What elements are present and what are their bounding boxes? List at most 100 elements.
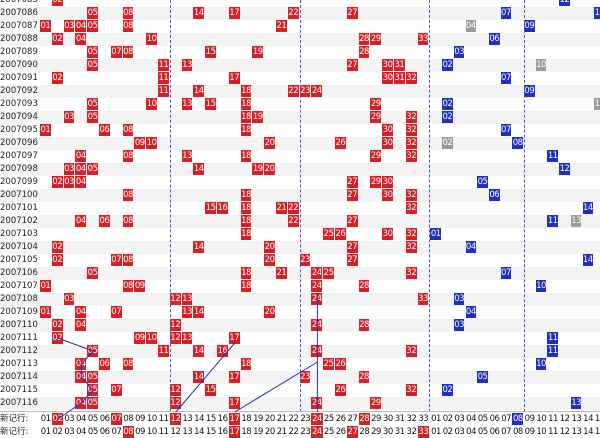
blue-number-picker[interactable]: 02 bbox=[442, 414, 453, 424]
red-number-picker[interactable]: 22 bbox=[288, 427, 299, 437]
red-number-picker[interactable]: 32 bbox=[406, 427, 417, 437]
blue-number-picker[interactable]: 13 bbox=[571, 414, 582, 424]
red-number-picker[interactable]: 30 bbox=[382, 427, 393, 437]
blue-number-picker[interactable]: 01 bbox=[431, 414, 441, 424]
red-ball: 02 bbox=[51, 254, 63, 266]
red-number-picker[interactable]: 10 bbox=[146, 414, 157, 424]
red-number-picker[interactable]: 07 bbox=[111, 427, 122, 437]
red-number-picker[interactable]: 17 bbox=[228, 413, 241, 425]
red-number-picker[interactable]: 06 bbox=[99, 414, 110, 424]
red-number-picker[interactable]: 03 bbox=[64, 414, 75, 424]
blue-number-picker[interactable]: 08 bbox=[512, 427, 523, 437]
red-number-picker[interactable]: 18 bbox=[241, 414, 252, 424]
blue-number-picker[interactable]: 14 bbox=[583, 427, 593, 437]
red-number-picker[interactable]: 29 bbox=[371, 414, 381, 424]
red-number-picker[interactable]: 27 bbox=[346, 426, 359, 438]
red-number-picker[interactable]: 17 bbox=[228, 426, 241, 438]
red-number-picker[interactable]: 30 bbox=[382, 414, 393, 424]
blue-number-picker[interactable]: 15 bbox=[594, 414, 600, 424]
red-number-picker[interactable]: 12 bbox=[170, 427, 181, 437]
blue-number-picker[interactable]: 01 bbox=[431, 427, 441, 437]
red-number-picker[interactable]: 19 bbox=[253, 414, 263, 424]
blue-number-picker[interactable]: 12 bbox=[559, 414, 570, 424]
blue-number-picker[interactable]: 07 bbox=[501, 427, 512, 437]
blue-number-picker[interactable]: 07 bbox=[501, 414, 512, 424]
red-number-picker[interactable]: 12 bbox=[169, 413, 182, 425]
red-number-picker[interactable]: 23 bbox=[300, 427, 311, 437]
red-number-picker[interactable]: 31 bbox=[394, 427, 405, 437]
red-number-picker[interactable]: 14 bbox=[194, 427, 204, 437]
red-number-picker[interactable]: 08 bbox=[122, 426, 134, 438]
red-number-picker[interactable]: 27 bbox=[347, 414, 358, 424]
red-number-picker[interactable]: 20 bbox=[264, 427, 275, 437]
red-number-picker[interactable]: 28 bbox=[358, 413, 370, 425]
red-number-picker[interactable]: 13 bbox=[182, 427, 193, 437]
blue-number-picker[interactable]: 03 bbox=[454, 414, 465, 424]
blue-number-picker[interactable]: 11 bbox=[548, 414, 558, 424]
red-number-picker[interactable]: 11 bbox=[158, 414, 169, 424]
red-number-picker[interactable]: 01 bbox=[40, 427, 51, 437]
red-number-picker[interactable]: 19 bbox=[253, 427, 263, 437]
red-number-picker[interactable]: 18 bbox=[241, 427, 252, 437]
red-number-picker[interactable]: 25 bbox=[323, 427, 334, 437]
red-number-picker[interactable]: 23 bbox=[300, 414, 311, 424]
red-number-picker[interactable]: 20 bbox=[264, 414, 275, 424]
red-number-picker[interactable]: 21 bbox=[276, 427, 287, 437]
red-number-picker[interactable]: 09 bbox=[135, 427, 145, 437]
red-number-picker[interactable]: 01 bbox=[40, 414, 51, 424]
red-number-picker[interactable]: 05 bbox=[87, 427, 98, 437]
red-number-picker[interactable]: 29 bbox=[371, 427, 381, 437]
blue-number-picker[interactable]: 08 bbox=[512, 413, 524, 425]
blue-number-picker[interactable]: 13 bbox=[571, 427, 582, 437]
blue-number-picker[interactable]: 04 bbox=[466, 414, 476, 424]
draw-number: 2007094 bbox=[0, 112, 38, 122]
blue-number-picker[interactable]: 15 bbox=[594, 427, 600, 437]
red-number-picker[interactable]: 10 bbox=[146, 427, 157, 437]
red-number-picker[interactable]: 32 bbox=[406, 414, 417, 424]
red-number-picker[interactable]: 16 bbox=[217, 414, 228, 424]
red-ball: 12 bbox=[169, 397, 181, 409]
red-number-picker[interactable]: 33 bbox=[417, 426, 429, 438]
red-number-picker[interactable]: 02 bbox=[52, 427, 63, 437]
blue-number-picker[interactable]: 03 bbox=[454, 427, 465, 437]
blue-number-picker[interactable]: 04 bbox=[466, 427, 476, 437]
red-number-picker[interactable]: 16 bbox=[217, 427, 228, 437]
blue-number-picker[interactable]: 06 bbox=[489, 427, 500, 437]
red-number-picker[interactable]: 24 bbox=[311, 426, 323, 438]
blue-number-picker[interactable]: 11 bbox=[548, 427, 558, 437]
red-number-picker[interactable]: 05 bbox=[87, 414, 98, 424]
red-number-picker[interactable]: 26 bbox=[335, 427, 346, 437]
red-number-picker[interactable]: 09 bbox=[135, 414, 145, 424]
red-number-picker[interactable]: 07 bbox=[110, 413, 123, 425]
red-number-picker[interactable]: 31 bbox=[394, 414, 405, 424]
red-number-picker[interactable]: 08 bbox=[123, 414, 134, 424]
red-number-picker[interactable]: 15 bbox=[205, 427, 216, 437]
red-number-picker[interactable]: 21 bbox=[276, 414, 287, 424]
red-number-picker[interactable]: 04 bbox=[76, 414, 86, 424]
blue-number-picker[interactable]: 12 bbox=[559, 427, 570, 437]
red-number-picker[interactable]: 28 bbox=[359, 427, 370, 437]
blue-number-picker[interactable]: 09 bbox=[524, 427, 535, 437]
red-ball: 25 bbox=[323, 228, 334, 240]
blue-number-picker[interactable]: 05 bbox=[477, 427, 488, 437]
red-number-picker[interactable]: 02 bbox=[51, 413, 64, 425]
red-number-picker[interactable]: 22 bbox=[288, 414, 299, 424]
red-number-picker[interactable]: 13 bbox=[182, 414, 193, 424]
red-number-picker[interactable]: 04 bbox=[76, 427, 86, 437]
blue-number-picker[interactable]: 02 bbox=[442, 427, 453, 437]
red-number-picker[interactable]: 11 bbox=[158, 427, 169, 437]
red-number-picker[interactable]: 15 bbox=[205, 414, 216, 424]
blue-number-picker[interactable]: 06 bbox=[489, 414, 500, 424]
red-number-picker[interactable]: 33 bbox=[418, 414, 429, 424]
red-number-picker[interactable]: 06 bbox=[99, 427, 110, 437]
red-number-picker[interactable]: 26 bbox=[335, 414, 346, 424]
red-number-picker[interactable]: 14 bbox=[194, 414, 204, 424]
red-number-picker[interactable]: 24 bbox=[311, 413, 323, 425]
red-number-picker[interactable]: 25 bbox=[323, 414, 334, 424]
blue-number-picker[interactable]: 14 bbox=[583, 414, 593, 424]
blue-number-picker[interactable]: 09 bbox=[524, 414, 535, 424]
red-number-picker[interactable]: 03 bbox=[64, 427, 75, 437]
blue-number-picker[interactable]: 05 bbox=[477, 414, 488, 424]
blue-number-picker[interactable]: 10 bbox=[536, 427, 547, 437]
blue-number-picker[interactable]: 10 bbox=[536, 414, 547, 424]
